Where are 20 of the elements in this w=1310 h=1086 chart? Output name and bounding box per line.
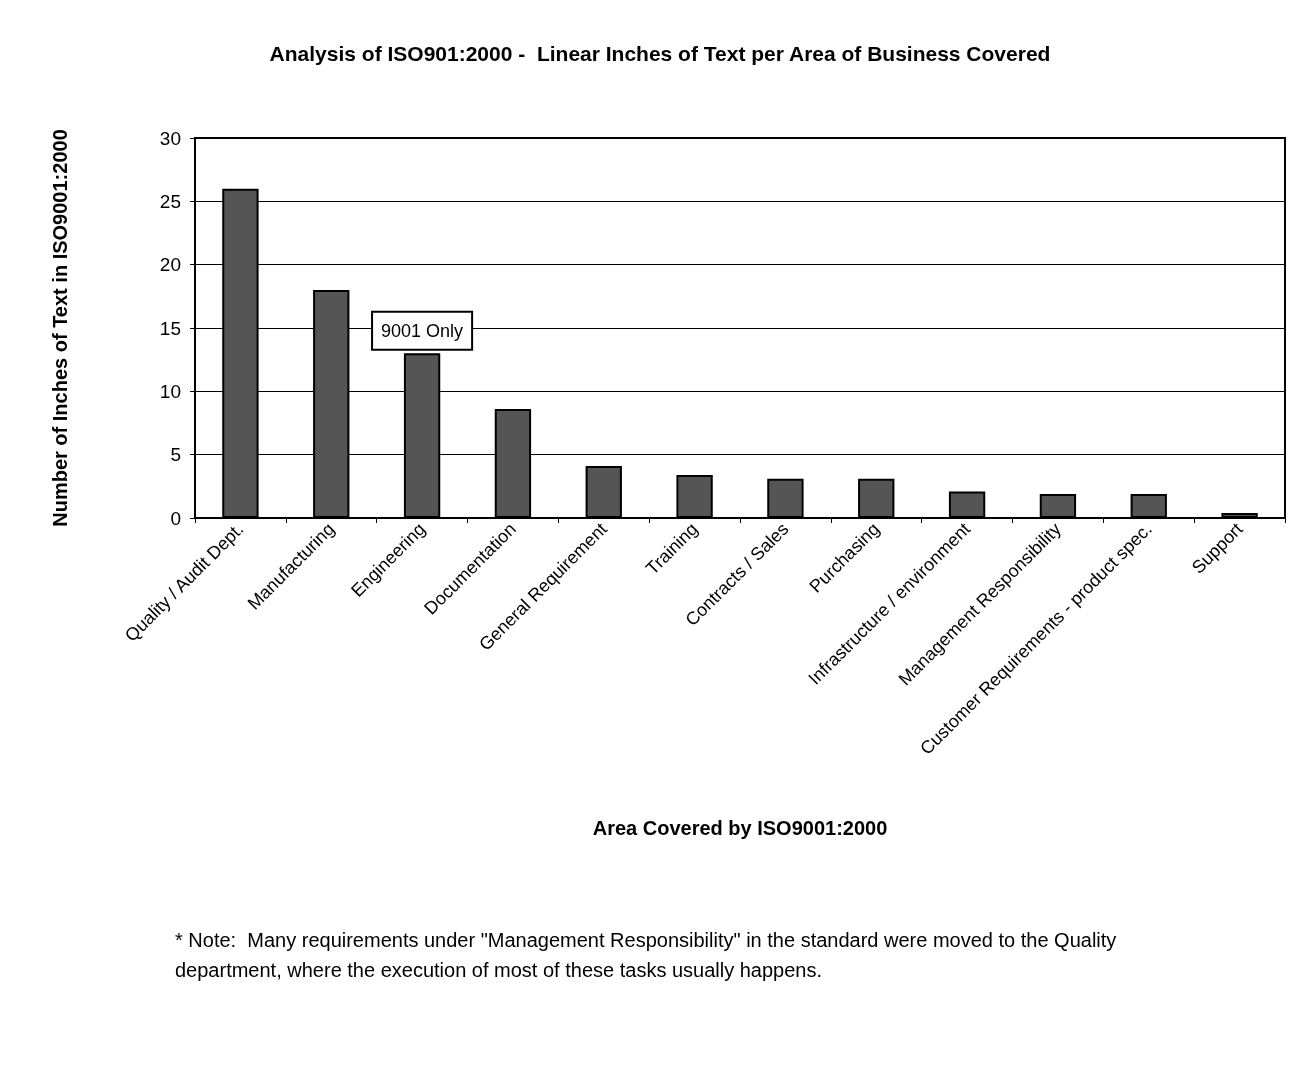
- bar: [1130, 493, 1167, 518]
- chart-title: Analysis of ISO901:2000 - Linear Inches of Text per Area of Business Covered: [269, 42, 1051, 65]
- y-tick-label: 5: [170, 444, 181, 466]
- bar: [948, 491, 986, 518]
- bar: [585, 466, 622, 518]
- text: * Note: Many requirements under "Management Responsibility" in the standard were moved to the Quality department, where the execution of most of these tasks usually happens.: [175, 929, 1122, 981]
- y-axis-title: Number of Inches of Text in ISO9001:2000: [49, 129, 71, 527]
- bar: [1221, 512, 1258, 518]
- y-tick-label: 10: [159, 380, 181, 402]
- y-tick-label: 0: [170, 507, 181, 529]
- y-tick-label: 20: [159, 254, 181, 276]
- bar: [676, 474, 713, 518]
- y-tick-label: 30: [159, 127, 181, 149]
- y-tick-label: 15: [159, 317, 181, 339]
- bar: [767, 478, 804, 518]
- y-tick-label: 25: [159, 190, 181, 212]
- x-axis-title: Area Covered by ISO9001:2000: [592, 817, 888, 839]
- bar: [1039, 493, 1077, 518]
- bar: [858, 478, 895, 518]
- annotation: 9001 Only: [381, 320, 464, 341]
